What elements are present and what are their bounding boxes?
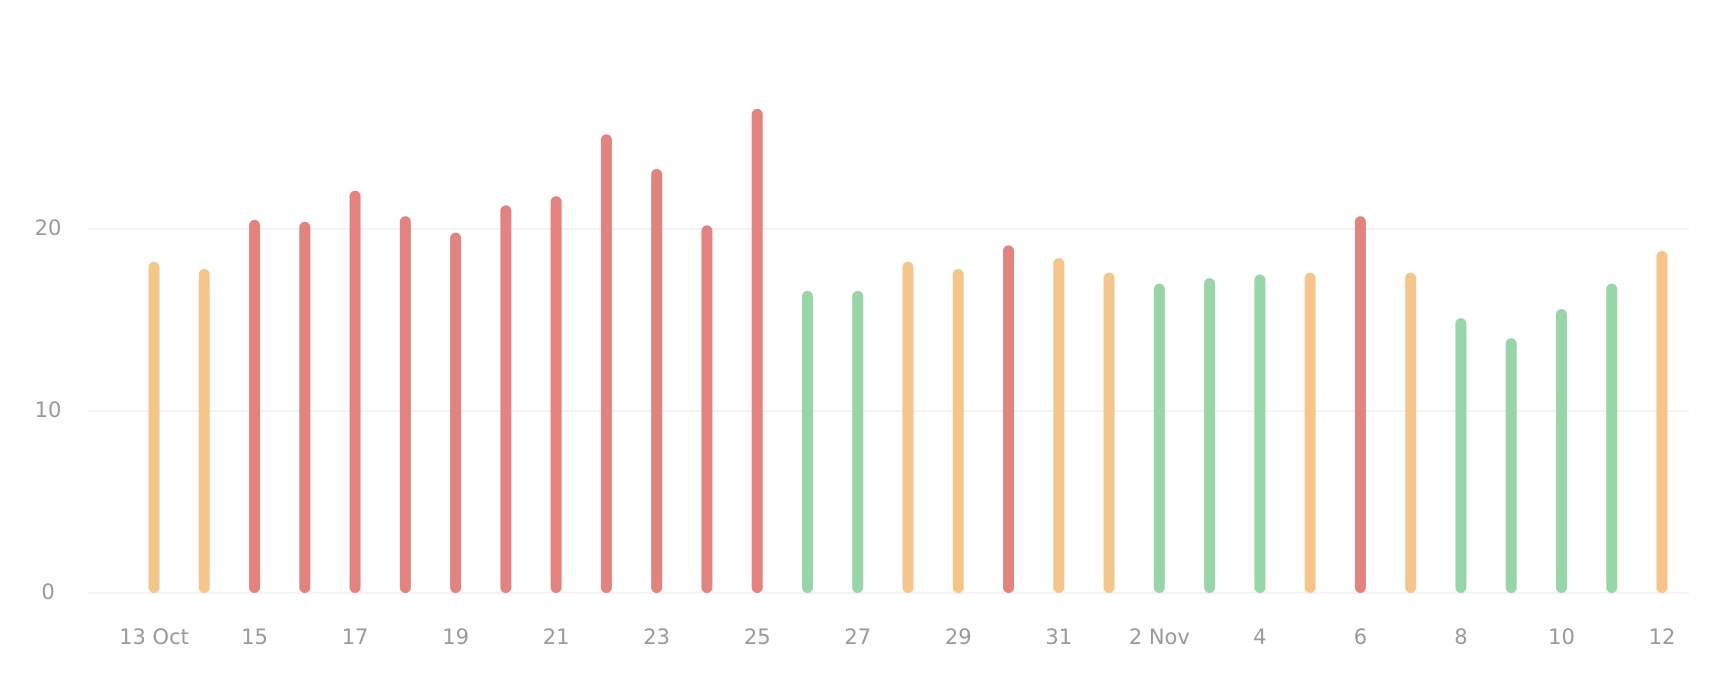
x-tick-label: 27 bbox=[844, 625, 871, 649]
bar bbox=[1505, 338, 1517, 593]
bar bbox=[852, 290, 864, 593]
bar bbox=[148, 261, 160, 593]
bar bbox=[550, 196, 562, 594]
bar bbox=[651, 168, 663, 593]
x-tick-label: 29 bbox=[945, 625, 972, 649]
x-tick-label: 23 bbox=[643, 625, 670, 649]
bar bbox=[1354, 216, 1366, 593]
bar bbox=[299, 221, 311, 593]
bar bbox=[1153, 283, 1165, 593]
bar bbox=[801, 290, 813, 593]
y-tick-label: 20 bbox=[35, 216, 62, 240]
x-tick-label: 31 bbox=[1045, 625, 1072, 649]
bar bbox=[1003, 245, 1015, 593]
x-tick-label: 4 bbox=[1253, 625, 1266, 649]
x-tick-label: 25 bbox=[744, 625, 771, 649]
bar bbox=[751, 108, 763, 593]
bar bbox=[902, 261, 914, 593]
bar bbox=[1405, 272, 1417, 593]
x-tick-label: 8 bbox=[1454, 625, 1467, 649]
bar bbox=[1555, 309, 1567, 593]
x-tick-label: 13 Oct bbox=[119, 625, 189, 649]
bar bbox=[600, 134, 612, 594]
bar bbox=[249, 219, 261, 593]
y-tick-label: 10 bbox=[35, 398, 62, 422]
bar bbox=[198, 269, 210, 593]
bar bbox=[1053, 258, 1065, 593]
bar bbox=[1204, 278, 1216, 593]
bar bbox=[1606, 283, 1618, 593]
bar bbox=[1254, 274, 1266, 593]
bar bbox=[450, 232, 462, 593]
bar bbox=[1656, 250, 1668, 593]
bar bbox=[701, 225, 713, 594]
x-tick-label: 12 bbox=[1649, 625, 1676, 649]
bar bbox=[952, 269, 964, 593]
bar bbox=[399, 216, 411, 593]
x-tick-label: 19 bbox=[442, 625, 469, 649]
bar bbox=[349, 190, 361, 593]
bar bbox=[1455, 318, 1467, 593]
x-tick-label: 2 Nov bbox=[1129, 625, 1190, 649]
bar bbox=[500, 205, 512, 593]
bar bbox=[1304, 272, 1316, 593]
x-tick-label: 17 bbox=[342, 625, 369, 649]
y-tick-label: 0 bbox=[41, 580, 54, 604]
x-tick-label: 10 bbox=[1548, 625, 1575, 649]
x-tick-label: 15 bbox=[241, 625, 268, 649]
x-tick-label: 6 bbox=[1354, 625, 1367, 649]
bar bbox=[1103, 272, 1115, 593]
x-tick-label: 21 bbox=[543, 625, 570, 649]
